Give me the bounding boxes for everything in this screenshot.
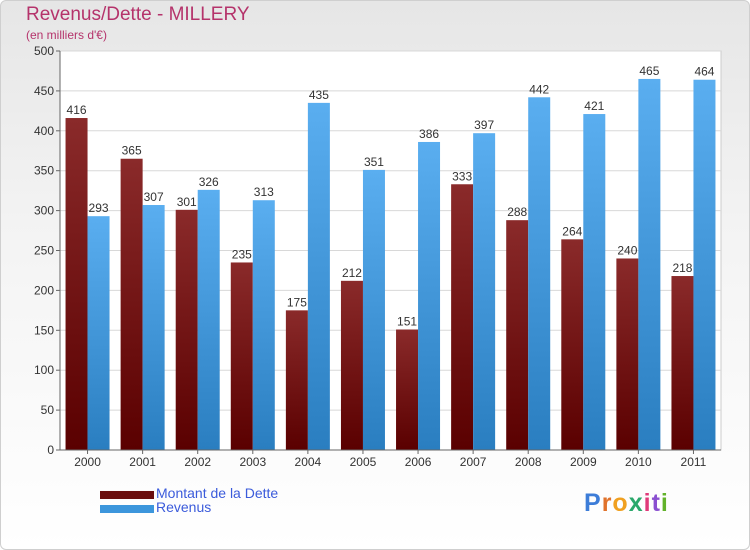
y-tick-label: 250 [34, 244, 54, 258]
data-label-dette: 333 [452, 169, 472, 183]
bar-dette [561, 239, 584, 450]
y-tick-label: 100 [34, 363, 54, 377]
data-label-dette: 301 [177, 195, 197, 209]
x-tick-label: 2002 [184, 455, 211, 469]
y-axis-ticks: 0 50 100 150 200 250 300 350 400 450 500 [34, 44, 61, 457]
x-tick-label: 2000 [74, 455, 101, 469]
y-tick-label: 500 [34, 44, 54, 58]
bar-dette [506, 220, 529, 450]
data-label-revenus: 313 [254, 185, 274, 199]
logo-letter: o [612, 489, 629, 517]
data-label-dette: 240 [617, 243, 637, 257]
data-label-revenus: 326 [199, 175, 219, 189]
data-label-dette: 264 [562, 224, 582, 238]
y-tick-label: 150 [34, 323, 54, 337]
logo-letter: P [584, 489, 602, 517]
data-label-dette: 218 [672, 261, 692, 275]
x-tick-label: 2011 [681, 455, 707, 469]
bar-revenus [528, 97, 551, 450]
bar-dette [65, 118, 88, 451]
data-label-revenus: 293 [89, 201, 109, 215]
bar-dette [230, 262, 253, 450]
data-label-dette: 151 [397, 315, 417, 329]
data-label-dette: 212 [342, 266, 362, 280]
data-label-dette: 288 [507, 205, 527, 219]
logo-letter: i [643, 489, 652, 517]
legend-label-revenus: Revenus [156, 499, 212, 515]
logo-letter: i [660, 489, 669, 517]
x-tick-label: 2010 [625, 455, 652, 469]
bar-revenus [307, 102, 330, 451]
legend-swatch-revenus [100, 505, 154, 513]
bar-revenus [638, 78, 661, 451]
logo-letter: x [628, 489, 644, 517]
y-tick-label: 350 [34, 164, 54, 178]
bar-dette [451, 184, 474, 451]
bar-revenus [252, 200, 275, 450]
logo-letter: t [651, 489, 661, 517]
bar-revenus [362, 169, 385, 451]
bar-revenus [418, 141, 441, 451]
bar-revenus [473, 133, 496, 450]
bar-revenus [87, 216, 110, 450]
data-label-dette: 365 [122, 144, 142, 158]
data-label-revenus: 397 [474, 118, 494, 132]
bar-revenus [693, 79, 716, 450]
bar-dette [396, 329, 419, 450]
legend-swatch-debt [100, 491, 154, 499]
legend-label-debt: Montant de la Dette [156, 485, 279, 501]
data-label-dette: 235 [232, 247, 252, 261]
y-tick-label: 450 [34, 84, 54, 98]
chart-title: Revenus/Dette - MILLERY [26, 4, 250, 25]
data-label-revenus: 435 [309, 88, 329, 102]
bar-dette [671, 276, 694, 450]
data-label-revenus: 351 [364, 155, 384, 169]
data-label-revenus: 442 [529, 82, 549, 96]
data-label-revenus: 465 [639, 64, 659, 78]
x-tick-label: 2008 [515, 455, 542, 469]
bar-dette [175, 209, 198, 450]
bar-revenus [583, 114, 606, 451]
y-tick-label: 200 [34, 283, 54, 297]
data-label-revenus: 421 [584, 99, 604, 113]
bar-dette [120, 158, 143, 451]
bar-dette [616, 258, 639, 450]
logo-letter: r [601, 489, 613, 517]
data-label-revenus: 386 [419, 127, 439, 141]
chart-subtitle: (en milliers d'€) [26, 28, 107, 42]
x-axis-ticks: 2000 2001 2002 2003 2004 2005 2006 2007 2008 2009… [60, 449, 721, 469]
bar-revenus [197, 189, 220, 451]
x-tick-label: 2009 [570, 455, 597, 469]
y-tick-label: 50 [41, 403, 55, 417]
x-tick-label: 2004 [295, 455, 322, 469]
data-label-revenus: 307 [144, 190, 164, 204]
y-tick-label: 300 [34, 204, 54, 218]
x-tick-label: 2001 [129, 455, 156, 469]
x-tick-label: 2005 [350, 455, 377, 469]
data-label-revenus: 464 [694, 65, 714, 79]
x-tick-label: 2003 [239, 455, 266, 469]
x-tick-label: 2007 [460, 455, 487, 469]
data-label-dette: 416 [67, 103, 87, 117]
proxiti-logo: Proxiti [584, 489, 669, 518]
y-tick-label: 400 [34, 124, 54, 138]
data-label-dette: 175 [287, 295, 307, 309]
bar-dette [340, 280, 363, 450]
bars [65, 78, 716, 451]
y-tick-label: 0 [47, 443, 54, 457]
x-tick-label: 2006 [405, 455, 432, 469]
bar-revenus [142, 205, 165, 450]
bar-dette [285, 310, 308, 450]
